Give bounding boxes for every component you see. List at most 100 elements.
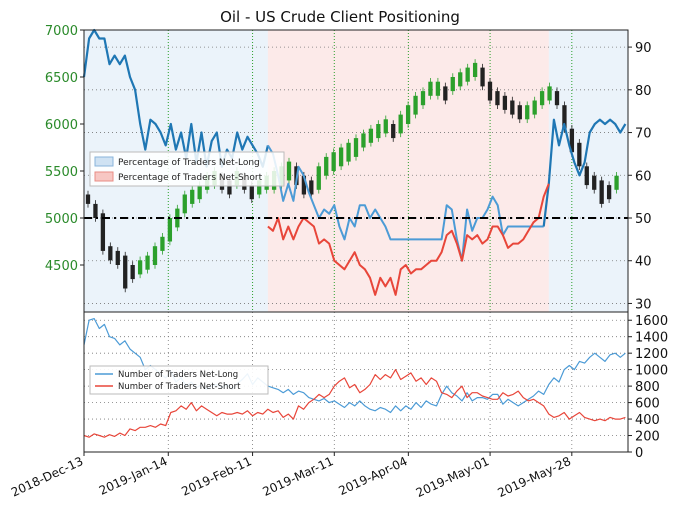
candle-body-11 [167,218,173,242]
candle-body-35 [346,142,351,162]
candle-body-1 [93,203,98,218]
candle-body-66 [577,142,582,167]
x-tick-label-6: 2019-May-28 [495,454,573,500]
candle-body-62 [547,86,552,101]
bot-tick-label-3: 1000 [635,364,668,379]
right-tick-label-2: 70 [635,127,652,142]
candle-body-57 [510,100,515,115]
left-tick-label-2: 6000 [45,118,78,133]
right-tick-label-1: 80 [635,84,652,99]
candle-body-4 [115,250,120,265]
top-legend: Percentage of Traders Net-Long Percentag… [89,151,285,187]
percentage-lines [82,28,627,296]
x-tick-label-2: 2019-Feb-11 [179,454,254,499]
candle-body-58 [517,105,522,120]
candle-body-15 [197,185,202,200]
legend-label-net-long: Percentage of Traders Net-Long [118,158,260,168]
legend-label-num-long: Number of Traders Net-Long [118,370,238,380]
x-tick-label-1: 2019-Jan-14 [97,454,170,498]
candle-body-14 [190,189,195,204]
x-tick-label-0: 2018-Dec-13 [9,454,85,500]
candle-body-46 [428,81,433,96]
right-tick-label-3: 60 [635,169,652,184]
top-legend-box [89,151,285,187]
candle-body-68 [592,175,597,190]
candle-body-37 [361,133,366,148]
candle-body-38 [368,128,374,143]
candle-body-65 [569,128,575,153]
candle-body-55 [495,91,500,106]
candle-body-53 [480,67,485,87]
bottom-panel-frame [83,311,629,453]
candle-body-64 [562,105,567,129]
left-tick-label-4: 5000 [45,212,78,227]
x-tick-label-5: 2019-May-01 [414,454,492,500]
net-long-line-early [82,28,269,168]
bot-tick-label-6: 400 [635,413,660,428]
candle-body-67 [584,166,589,186]
candle-body-34 [338,147,344,167]
candle-body-13 [182,194,187,214]
bot-tick-label-1: 1400 [635,331,668,346]
candle-body-7 [137,260,143,275]
left-tick-label-0: 7000 [45,24,78,39]
candle-body-3 [108,246,113,261]
bot-tick-label-7: 200 [635,430,660,445]
candle-body-47 [435,81,441,96]
legend-swatch-net-short [94,171,114,182]
right-tick-label-0: 90 [635,41,652,56]
candle-body-10 [160,236,165,251]
candle-body-2 [100,213,106,251]
candle-body-42 [398,114,403,134]
left-tick-label-5: 4500 [45,259,78,274]
candle-body-70 [606,185,612,200]
right-axis-ticks: 90 80 70 60 50 40 30 [628,41,652,312]
candle-body-40 [383,119,388,134]
candle-body-22 [249,185,254,200]
candle-body-48 [443,86,448,101]
right-tick-label-6: 30 [635,297,652,312]
net-long-line-late [542,118,627,227]
candle-body-33 [331,152,336,171]
chart-title: Oil - US Crude Client Positioning [220,8,460,26]
candle-body-52 [472,62,478,77]
left-tick-label-1: 6500 [45,71,78,86]
candle-body-71 [614,175,619,190]
x-axis-ticks: 2018-Dec-13 2019-Jan-14 2019-Feb-11 2019-Ma… [9,452,573,500]
bottom-legend-box [89,365,269,395]
num-short-line [83,369,626,438]
candle-body-50 [458,72,463,87]
left-axis-ticks: 7000 6500 6000 5500 5000 4500 [45,24,84,274]
net-short-line [267,183,550,296]
candle-body-39 [376,124,381,139]
candle-body-45 [420,91,426,106]
candle-body-56 [502,95,508,110]
candle-body-44 [413,95,418,115]
candle-body-9 [152,246,158,265]
candle-body-6 [130,265,135,280]
candle-body-43 [405,105,411,124]
candle-body-54 [487,81,493,101]
legend-label-net-short: Percentage of Traders Net-Short [118,173,263,183]
candle-body-41 [391,124,396,139]
candle-body-31 [316,166,321,190]
candle-body-0 [85,194,91,204]
bottom-legend: Number of Traders Net-Long Number of Tra… [89,365,269,395]
candle-body-63 [554,91,560,106]
x-tick-label-4: 2019-Apr-04 [336,454,409,498]
candle-body-29 [301,175,307,195]
x-tick-label-3: 2019-Mar-11 [260,454,335,499]
candle-body-32 [324,156,329,176]
bot-tick-label-8: 0 [635,446,643,461]
candle-body-5 [123,255,128,289]
candle-body-8 [145,255,150,270]
candle-body-49 [450,77,455,92]
candle-body-36 [353,138,359,157]
right-tick-label-4: 50 [635,212,652,227]
candle-body-51 [465,67,470,82]
left-tick-label-3: 5500 [45,165,78,180]
